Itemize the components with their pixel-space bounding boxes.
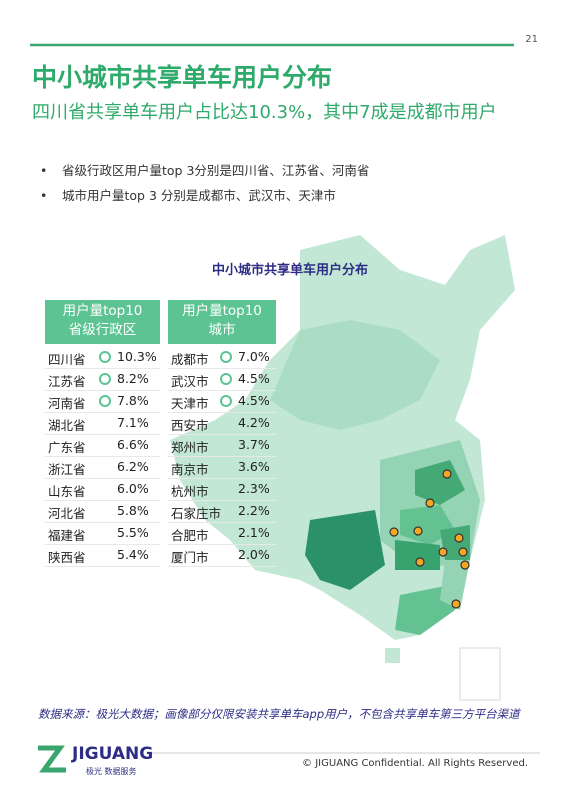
row-name: 合肥市 [171,528,209,543]
table-row: 厦门市 2.0% [168,544,276,567]
row-value: 4.5% [238,393,270,408]
row-name: 郑州市 [171,440,209,455]
subtitle: 四川省共享单车用户占比达10.3%，其中7成是成都市用户 [32,102,497,123]
header-line: 用户量top10 [62,303,143,319]
row-name: 广东省 [48,440,86,455]
row-name: 江苏省 [48,374,86,389]
row-value: 7.8% [117,393,149,408]
table-row: 郑州市 3.7% [168,434,276,457]
row-value: 4.2% [238,415,270,430]
chart-title: 中小城市共享单车用户分布 [211,263,368,278]
bullets: 省级行政区用户量top 3分别是四川省、江苏省、河南省 城市用户量top 3 分… [40,160,369,210]
row-value: 2.1% [238,525,270,540]
row-name: 陕西省 [48,550,86,565]
row-value: 2.0% [238,547,270,562]
table-row: 河北省 5.8% [45,500,160,523]
rank-icon [99,373,111,385]
row-value: 6.6% [117,437,149,452]
row-name: 西安市 [171,418,209,433]
logo-sub: 极光 数据服务 [86,767,137,776]
title: 中小城市共享单车用户分布 [32,63,333,92]
row-value: 5.5% [117,525,149,540]
table-row: 陕西省 5.4% [45,544,160,567]
table-header: 用户量top10 省级行政区 [45,300,160,344]
table-row: 湖北省 7.1% [45,412,160,435]
row-value: 2.3% [238,481,270,496]
row-value: 6.2% [117,459,149,474]
row-name: 南京市 [171,462,209,477]
row-value: 7.0% [238,349,270,364]
table-row: 成都市 7.0% [168,346,276,369]
header-line: 城市 [208,322,236,338]
header-line: 用户量top10 [182,303,262,319]
row-name: 武汉市 [171,374,209,389]
rank-icon [99,351,111,363]
table-row: 武汉市 4.5% [168,368,276,391]
page-number: 21 [525,34,538,45]
table-row: 合肥市 2.1% [168,522,276,545]
table-header: 用户量top10 城市 [168,300,276,344]
table-row: 广东省 6.6% [45,434,160,457]
table-row: 南京市 3.6% [168,456,276,479]
row-value: 8.2% [117,371,149,386]
row-value: 7.1% [117,415,149,430]
row-value: 5.8% [117,503,149,518]
bullet: 省级行政区用户量top 3分别是四川省、江苏省、河南省 [40,160,369,179]
table-row: 杭州市 2.3% [168,478,276,501]
row-name: 石家庄市 [171,506,222,521]
header-line: 省级行政区 [68,322,137,338]
table-row: 天津市 4.5% [168,390,276,413]
row-name: 杭州市 [171,484,209,499]
source: 数据来源：极光大数据；画像部分仅限安装共享单车app用户，不包含共享单车第三方平… [38,707,520,721]
row-name: 山东省 [48,484,86,499]
row-name: 四川省 [48,352,86,367]
row-name: 浙江省 [48,462,86,477]
rank-icon [220,373,232,385]
rank-icon [99,395,111,407]
rank-icon [220,351,232,363]
table-row: 江苏省 8.2% [45,368,160,391]
row-name: 河南省 [48,396,86,411]
bullet: 城市用户量top 3 分别是成都市、武汉市、天津市 [40,185,369,204]
row-name: 厦门市 [171,550,209,565]
table-row: 福建省 5.5% [45,522,160,545]
row-name: 天津市 [171,396,209,411]
table-row: 山东省 6.0% [45,478,160,501]
row-name: 成都市 [171,352,209,367]
table-row: 西安市 4.2% [168,412,276,435]
row-value: 6.0% [117,481,149,496]
row-name: 河北省 [48,506,86,521]
rank-icon [220,395,232,407]
logo: JIGUANG [72,744,154,764]
row-value: 2.2% [238,503,270,518]
row-value: 5.4% [117,547,149,562]
table-row: 石家庄市 2.2% [168,500,276,523]
row-name: 福建省 [48,528,86,543]
row-value: 4.5% [238,371,270,386]
table-row: 四川省 10.3% [45,346,160,369]
table-row: 河南省 7.8% [45,390,160,413]
row-value: 10.3% [117,349,157,364]
table-row: 浙江省 6.2% [45,456,160,479]
copyright: © JIGUANG Confidential. All Rights Reser… [302,758,528,769]
row-value: 3.7% [238,437,270,452]
row-name: 湖北省 [48,418,86,433]
row-value: 3.6% [238,459,270,474]
